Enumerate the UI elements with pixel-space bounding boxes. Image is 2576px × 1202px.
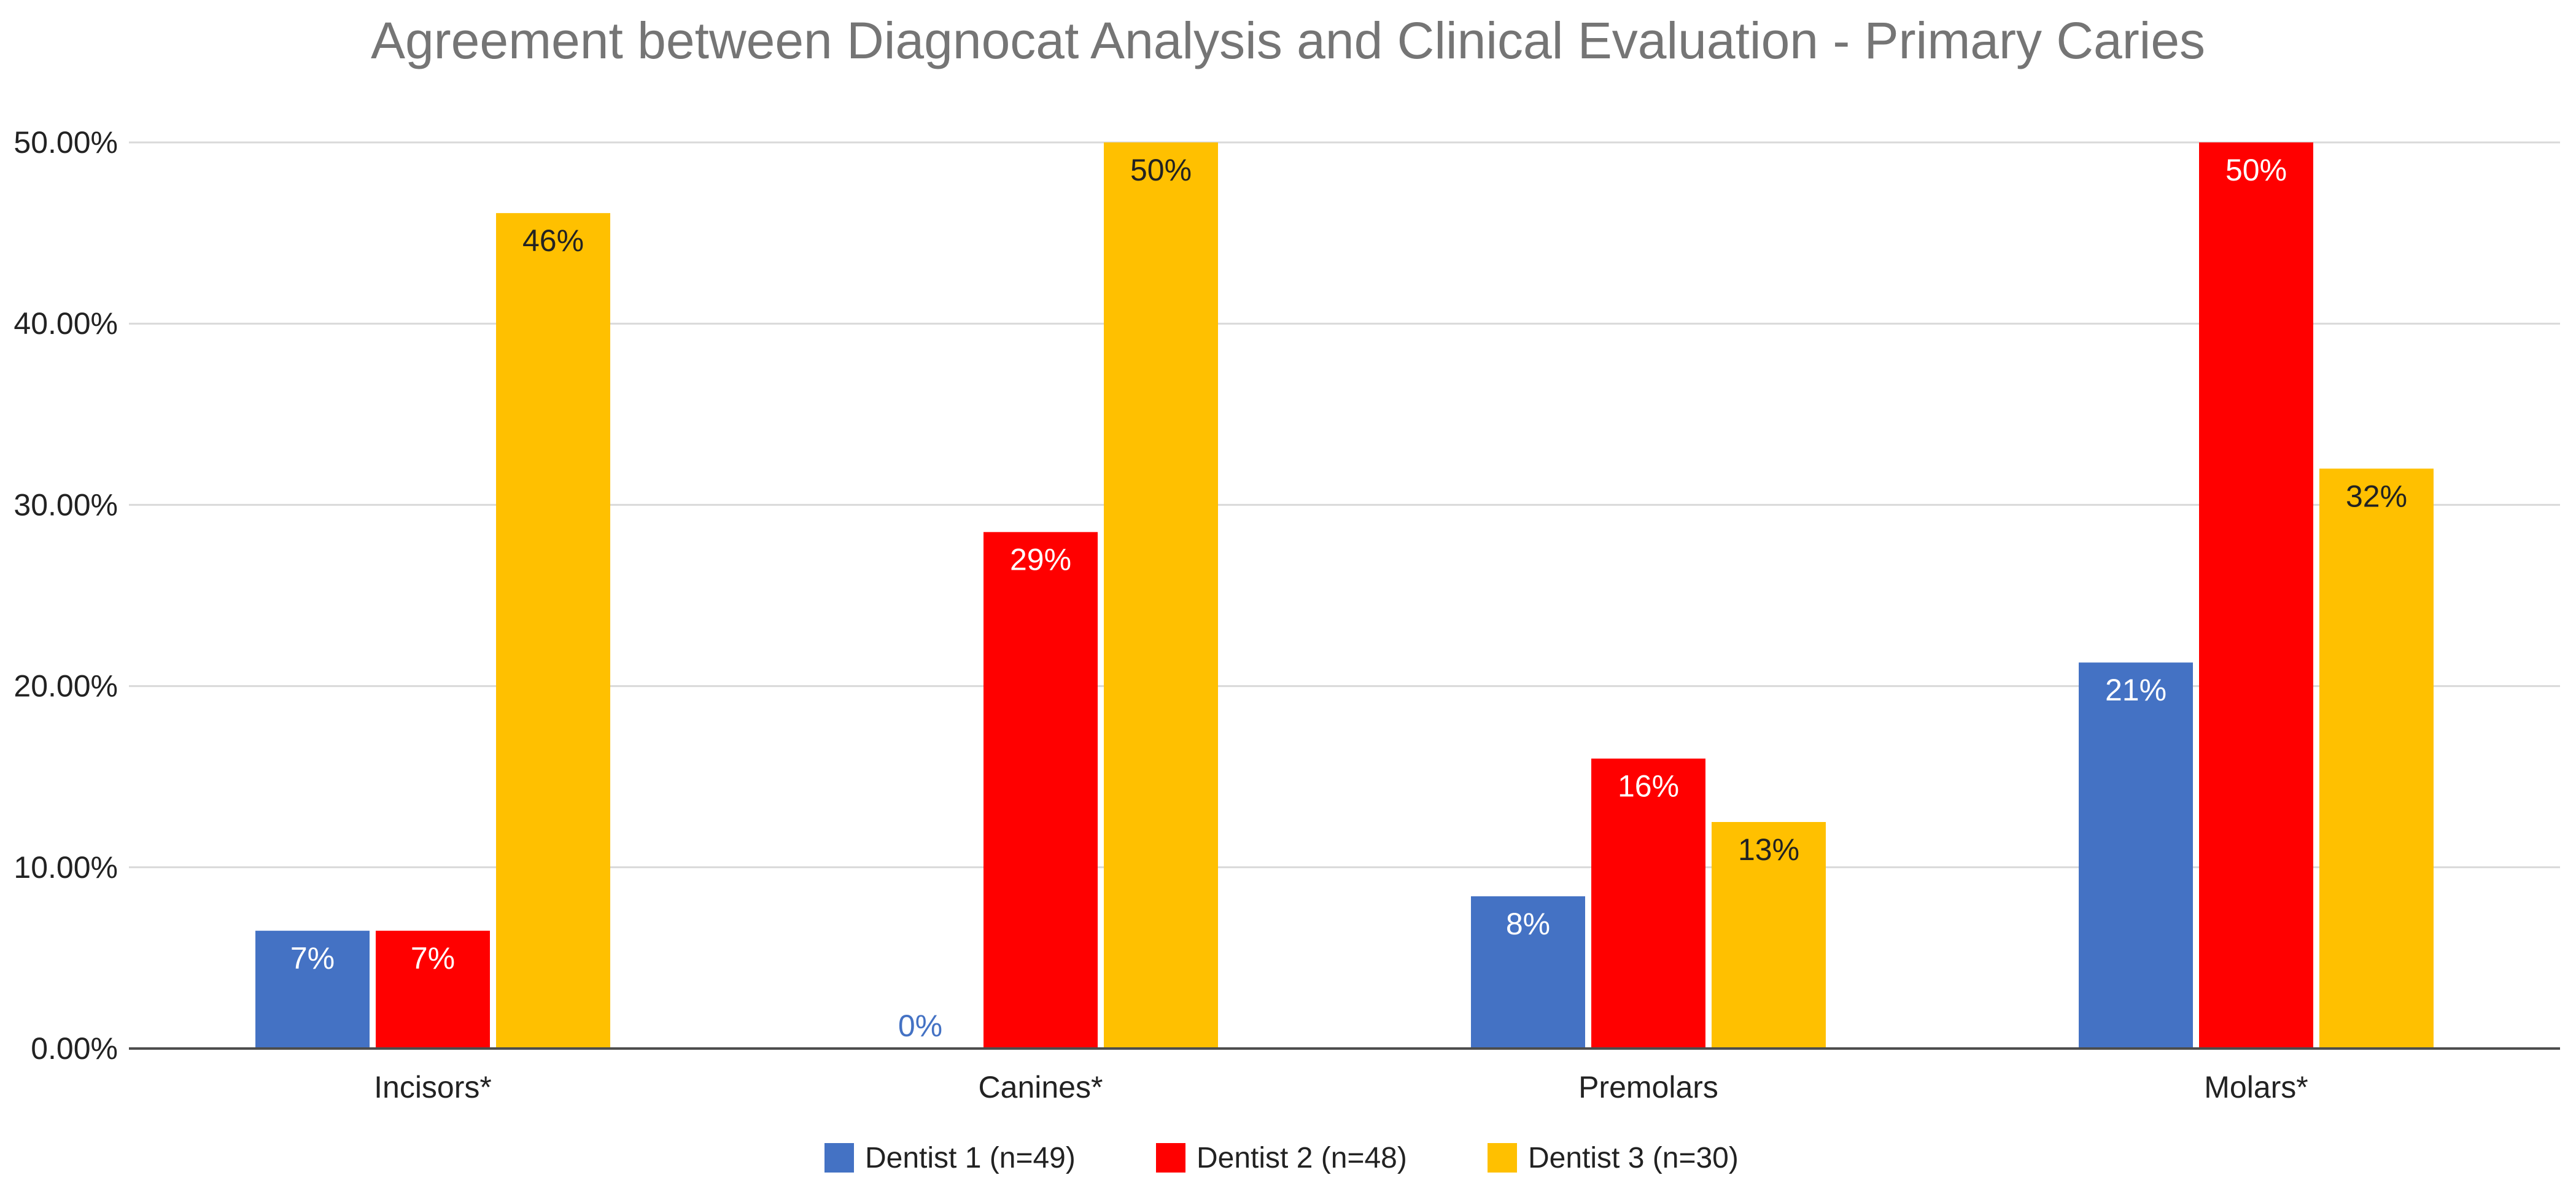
- y-tick-label: 50.00%: [14, 125, 118, 160]
- bar: [496, 213, 610, 1049]
- y-tick-label: 30.00%: [14, 487, 118, 522]
- data-label: 50%: [2225, 153, 2287, 187]
- legend-swatch: [824, 1143, 854, 1173]
- bar: [2319, 468, 2434, 1049]
- data-label: 50%: [1130, 153, 1192, 187]
- legend-swatch: [1156, 1143, 1185, 1173]
- y-tick-label: 20.00%: [14, 669, 118, 704]
- data-label: 0%: [898, 1009, 942, 1043]
- legend-label: Dentist 3 (n=30): [1528, 1142, 1739, 1174]
- bars: [255, 142, 2434, 1049]
- chart-title: Agreement between Diagnocat Analysis and…: [371, 12, 2205, 69]
- legend-label: Dentist 1 (n=49): [865, 1142, 1076, 1174]
- bar: [255, 931, 370, 1049]
- x-tick-label: Molars*: [2204, 1070, 2308, 1104]
- data-label: 29%: [1010, 543, 1071, 577]
- data-label: 7%: [411, 941, 455, 975]
- data-label: 13%: [1738, 832, 1799, 867]
- legend: Dentist 1 (n=49) Dentist 2 (n=48) Dentist …: [824, 1142, 1739, 1174]
- y-tick-label: 40.00%: [14, 306, 118, 341]
- y-tick-label: 10.00%: [14, 850, 118, 885]
- bar: [1104, 142, 1218, 1049]
- bar: [2079, 662, 2193, 1049]
- data-label: 7%: [290, 941, 335, 975]
- x-axis-ticks: Incisors* Canines* Premolars Molars*: [374, 1070, 2308, 1104]
- legend-swatch: [1488, 1143, 1517, 1173]
- bar: [1712, 822, 1826, 1049]
- bar: [1591, 758, 1705, 1049]
- x-tick-label: Incisors*: [374, 1070, 492, 1104]
- x-tick-label: Canines*: [979, 1070, 1103, 1104]
- data-label: 46%: [522, 223, 584, 258]
- data-label: 32%: [2346, 479, 2407, 513]
- data-label: 16%: [1618, 769, 1679, 804]
- bar: [2199, 142, 2313, 1049]
- legend-label: Dentist 2 (n=48): [1197, 1142, 1407, 1174]
- y-tick-label: 0.00%: [31, 1031, 118, 1066]
- bar: [983, 532, 1098, 1049]
- data-label: 21%: [2105, 673, 2167, 707]
- data-labels: 7% 7% 46% 0% 29% 50% 8% 16% 13% 21% 50% 32%: [290, 153, 2407, 1043]
- bar: [1471, 896, 1585, 1049]
- gridlines: [129, 141, 2560, 869]
- y-axis-ticks: 0.00% 10.00% 20.00% 30.00% 40.00% 50.00%: [14, 125, 118, 1066]
- x-tick-label: Premolars: [1578, 1070, 1718, 1104]
- bar: [376, 931, 490, 1049]
- data-label: 8%: [1506, 907, 1550, 941]
